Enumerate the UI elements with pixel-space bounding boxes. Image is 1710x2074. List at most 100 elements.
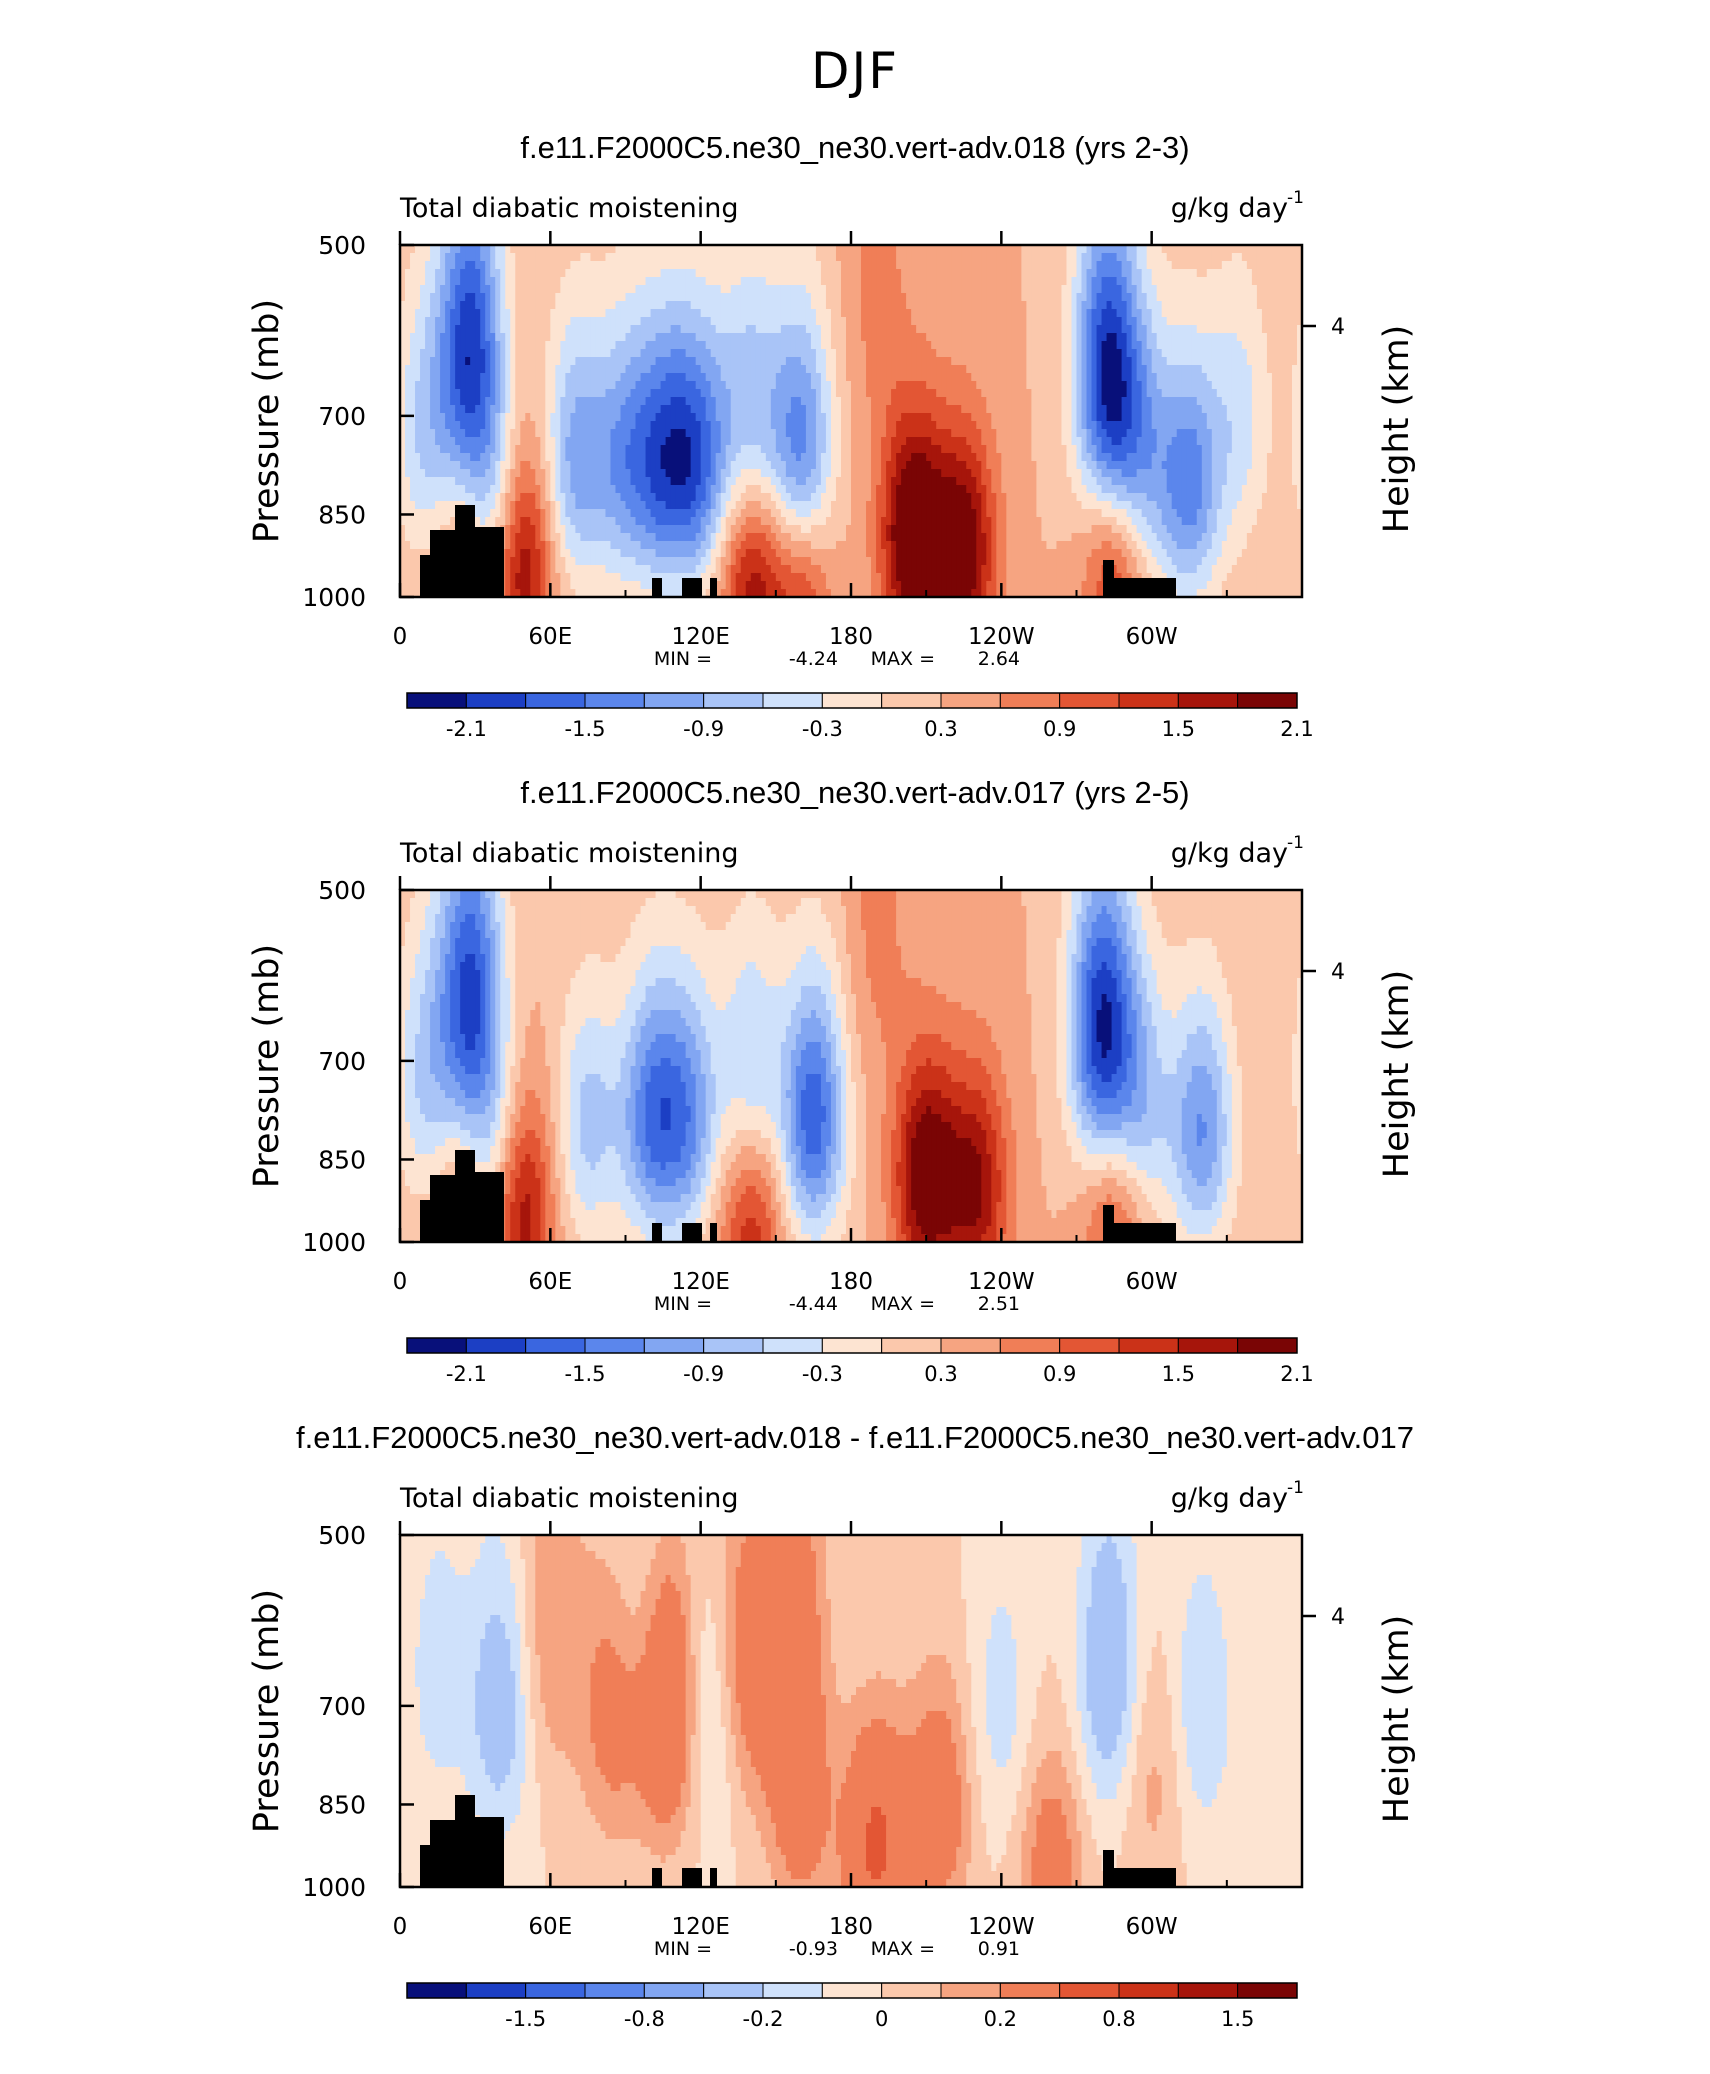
heatmap-cell [750,261,757,270]
heatmap-cell [956,333,962,342]
heatmap-cell [835,373,842,382]
heatmap-cell [1201,445,1208,454]
heatmap-cell [1116,261,1123,270]
heatmap-cell [425,445,431,454]
heatmap-cell [615,357,622,366]
heatmap-cell [510,277,516,286]
heatmap-cell [465,301,471,310]
heatmap-cell [480,453,486,462]
heatmap-cell [1071,341,1078,350]
heatmap-cell [1051,325,1058,334]
heatmap-cell [675,405,682,414]
heatmap-cell [415,277,421,286]
heatmap-cell [911,429,917,438]
heatmap-cell [710,437,717,446]
heatmap-cell [845,341,852,350]
heatmap-cell [750,301,757,310]
heatmap-cell [680,413,687,422]
heatmap-cell [700,293,707,302]
heatmap-cell [400,365,406,374]
heatmap-cell [1236,253,1243,262]
heatmap-cell [1241,397,1248,406]
heatmap-cell [540,341,546,350]
heatmap-cell [400,381,406,390]
heatmap-cell [1236,293,1243,302]
heatmap-cell [1256,245,1263,254]
heatmap-cell [750,405,757,414]
heatmap-cell [520,389,526,398]
heatmap-cell [1251,421,1258,430]
heatmap-cell [760,421,767,430]
heatmap-cell [981,253,987,262]
heatmap-cell [1136,405,1143,414]
heatmap-cell [670,341,677,350]
heatmap-cell [545,389,551,398]
heatmap-cell [820,421,827,430]
heatmap-cell [590,413,597,422]
heatmap-cell [785,333,792,342]
heatmap-cell [856,429,862,438]
heatmap-cell [1056,397,1063,406]
heatmap-cell [695,405,702,414]
heatmap-cell [465,349,471,358]
heatmap-cell [410,293,416,302]
heatmap-cell [1001,325,1007,334]
heatmap-cell [400,413,406,422]
heatmap-cell [775,277,782,286]
heatmap-cell [1181,341,1188,350]
heatmap-cell [1206,365,1213,374]
heatmap-cell [1131,429,1138,438]
heatmap-cell [1266,261,1273,270]
heatmap-cell [1006,437,1012,446]
heatmap-cell [560,253,566,262]
heatmap-cell [971,461,977,470]
heatmap-cell [490,421,496,430]
heatmap-cell [820,269,827,278]
heatmap-cell [1201,333,1208,342]
heatmap-cell [1161,437,1168,446]
heatmap-cell [410,285,416,294]
heatmap-cell [1281,253,1288,262]
heatmap-cell [1086,429,1093,438]
heatmap-cell [911,389,917,398]
heatmap-cell [780,349,787,358]
heatmap-cell [1281,309,1288,318]
heatmap-cell [1101,301,1108,310]
heatmap-cell [1091,301,1098,310]
heatmap-cell [455,245,461,254]
heatmap-cell [435,405,441,414]
heatmap-cell [1271,325,1278,334]
heatmap-cell [475,413,481,422]
heatmap-cell [1061,381,1068,390]
heatmap-cell [795,421,802,430]
heatmap-cell [1181,277,1188,286]
heatmap-cell [500,317,506,326]
heatmap-cell [560,341,566,350]
heatmap-cell [1276,349,1283,358]
heatmap-cell [665,381,672,390]
heatmap-cell [475,429,481,438]
heatmap-cell [1056,453,1063,462]
heatmap-cell [730,437,737,446]
heatmap-cell [710,301,717,310]
heatmap-cell [715,389,722,398]
heatmap-cell [535,461,541,470]
heatmap-cell [625,373,632,382]
heatmap-cell [1031,245,1038,254]
heatmap-cell [941,429,947,438]
heatmap-cell [545,301,551,310]
heatmap-cell [810,277,817,286]
heatmap-cell [575,405,581,414]
heatmap-cell [1186,445,1193,454]
heatmap-cell [695,341,702,350]
heatmap-cell [896,381,902,390]
heatmap-cell [1196,301,1203,310]
heatmap-cell [1181,373,1188,382]
heatmap-cell [820,301,827,310]
heatmap-cell [835,349,842,358]
heatmap-cell [941,421,947,430]
heatmap-cell [856,293,862,302]
heatmap-cell [891,349,897,358]
heatmap-cell [540,325,546,334]
heatmap-cell [510,349,516,358]
